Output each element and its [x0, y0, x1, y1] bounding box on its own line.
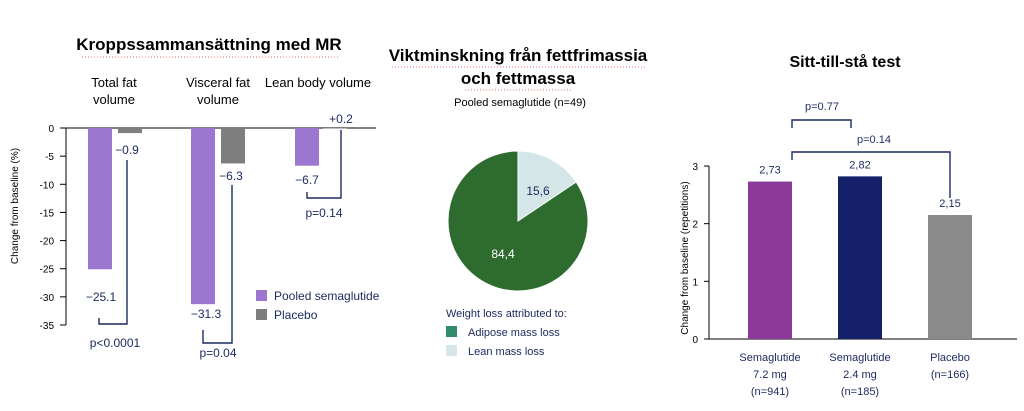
chart1-legend-label: Pooled semaglutide — [274, 289, 380, 303]
chart3-data-label: 2,73 — [759, 165, 780, 177]
chart2-legend-title: Weight loss attributed to: — [446, 308, 567, 320]
chart3-category-label: (n=185) — [841, 386, 879, 398]
chart2-slice-label: 84,4 — [491, 247, 515, 261]
chart1-data-label-semaglutide: −25.1 — [86, 290, 117, 304]
chart3-category-label: Placebo — [930, 352, 970, 364]
chart3-category-label: Semaglutide — [829, 352, 890, 364]
chart1-category-label: Lean body volume — [265, 75, 371, 90]
chart1-y-tick-label: 0 — [48, 124, 54, 135]
chart1-pvalue-bracket — [306, 130, 342, 199]
chart1-pvalue: p<0.0001 — [90, 336, 141, 350]
chart2-legend-swatch-lean — [446, 345, 457, 356]
chart2-pie-slice — [447, 150, 589, 292]
chart2-title: Viktminskning från fettfrimassia — [389, 46, 648, 65]
chart1-y-tick-label: -25 — [40, 265, 55, 276]
chart1-bar-semaglutide — [191, 128, 215, 305]
chart3-y-label: Change from baseline (repetitions) — [680, 181, 691, 334]
chart3-bar — [748, 181, 792, 339]
chart1-pvalue-bracket — [202, 185, 233, 344]
chart1-category-label: Total fat — [91, 75, 137, 90]
chart1-bar-placebo — [221, 128, 245, 164]
chart1-pvalue-bracket — [98, 160, 128, 325]
chart1-data-label-placebo: −6.3 — [219, 169, 243, 183]
chart2-title: och fettmassa — [461, 69, 576, 88]
chart2-slice-label: 15,6 — [526, 184, 550, 198]
chart3-y-tick-label: 0 — [692, 335, 698, 346]
chart3-y-tick-label: 2 — [692, 220, 698, 231]
chart2-legend-label: Lean mass loss — [468, 346, 545, 358]
chart1-data-label-placebo: −0.9 — [115, 143, 139, 157]
chart1-legend-swatch-placebo — [256, 309, 267, 320]
chart3-data-label: 2,82 — [849, 159, 870, 171]
chart1-pvalue: p=0.14 — [305, 206, 342, 220]
chart1-title: Kroppssammansättning med MR — [76, 35, 341, 54]
chart3-y-tick-label: 3 — [692, 162, 698, 173]
chart1-data-label-semaglutide: −6.7 — [295, 173, 319, 187]
chart1-y-tick-label: -10 — [40, 180, 55, 191]
chart2-legend-label: Adipose mass loss — [468, 327, 560, 339]
chart1-category-label: volume — [93, 92, 135, 107]
chart3-pvalue-bracket — [791, 119, 852, 128]
chart1-legend-label: Placebo — [274, 308, 318, 322]
chart3-category-label: Semaglutide — [739, 352, 800, 364]
chart1-pvalue: p=0.04 — [199, 346, 236, 360]
chart1-bar-placebo — [118, 128, 142, 134]
chart1-bar-semaglutide — [88, 128, 112, 270]
chart3-category-label: (n=941) — [751, 386, 789, 398]
chart1-bar-semaglutide — [295, 128, 319, 166]
chart3-pvalue: p=0.77 — [805, 101, 839, 113]
chart1-category-label: Visceral fat — [186, 75, 250, 90]
chart2-subtitle: Pooled semaglutide (n=49) — [454, 97, 586, 109]
chart3-y-tick-label: 1 — [692, 277, 698, 288]
chart1-y-tick-label: -15 — [40, 208, 55, 219]
chart3-category-label: (n=166) — [931, 369, 969, 381]
chart1-y-label: Change from baseline (%) — [10, 148, 21, 264]
chart1-y-tick-label: -20 — [40, 237, 55, 248]
chart3-category-label: 2.4 mg — [843, 369, 877, 381]
chart1-y-tick-label: -35 — [40, 321, 55, 332]
chart3-pvalue-bracket — [791, 151, 951, 198]
chart1-y-tick-label: -5 — [45, 152, 54, 163]
chart3-bar — [838, 176, 882, 339]
chart1-data-label-semaglutide: −31.3 — [191, 307, 222, 321]
chart1-legend-swatch-semaglutide — [256, 290, 267, 301]
chart2-legend-swatch-adipose — [446, 326, 457, 337]
chart1-data-label-placebo: +0.2 — [329, 112, 353, 126]
chart1-category-label: volume — [197, 92, 239, 107]
chart3-category-label: 7.2 mg — [753, 369, 787, 381]
chart2-pie-slice — [517, 150, 577, 222]
chart1-bar-placebo — [323, 127, 347, 129]
chart1-y-tick-label: -30 — [40, 293, 55, 304]
chart3-data-label: 2,15 — [939, 198, 960, 210]
chart3-bar — [928, 215, 972, 339]
chart3-title: Sitt-till-stå test — [789, 53, 901, 71]
chart3-pvalue: p=0.14 — [857, 134, 891, 146]
